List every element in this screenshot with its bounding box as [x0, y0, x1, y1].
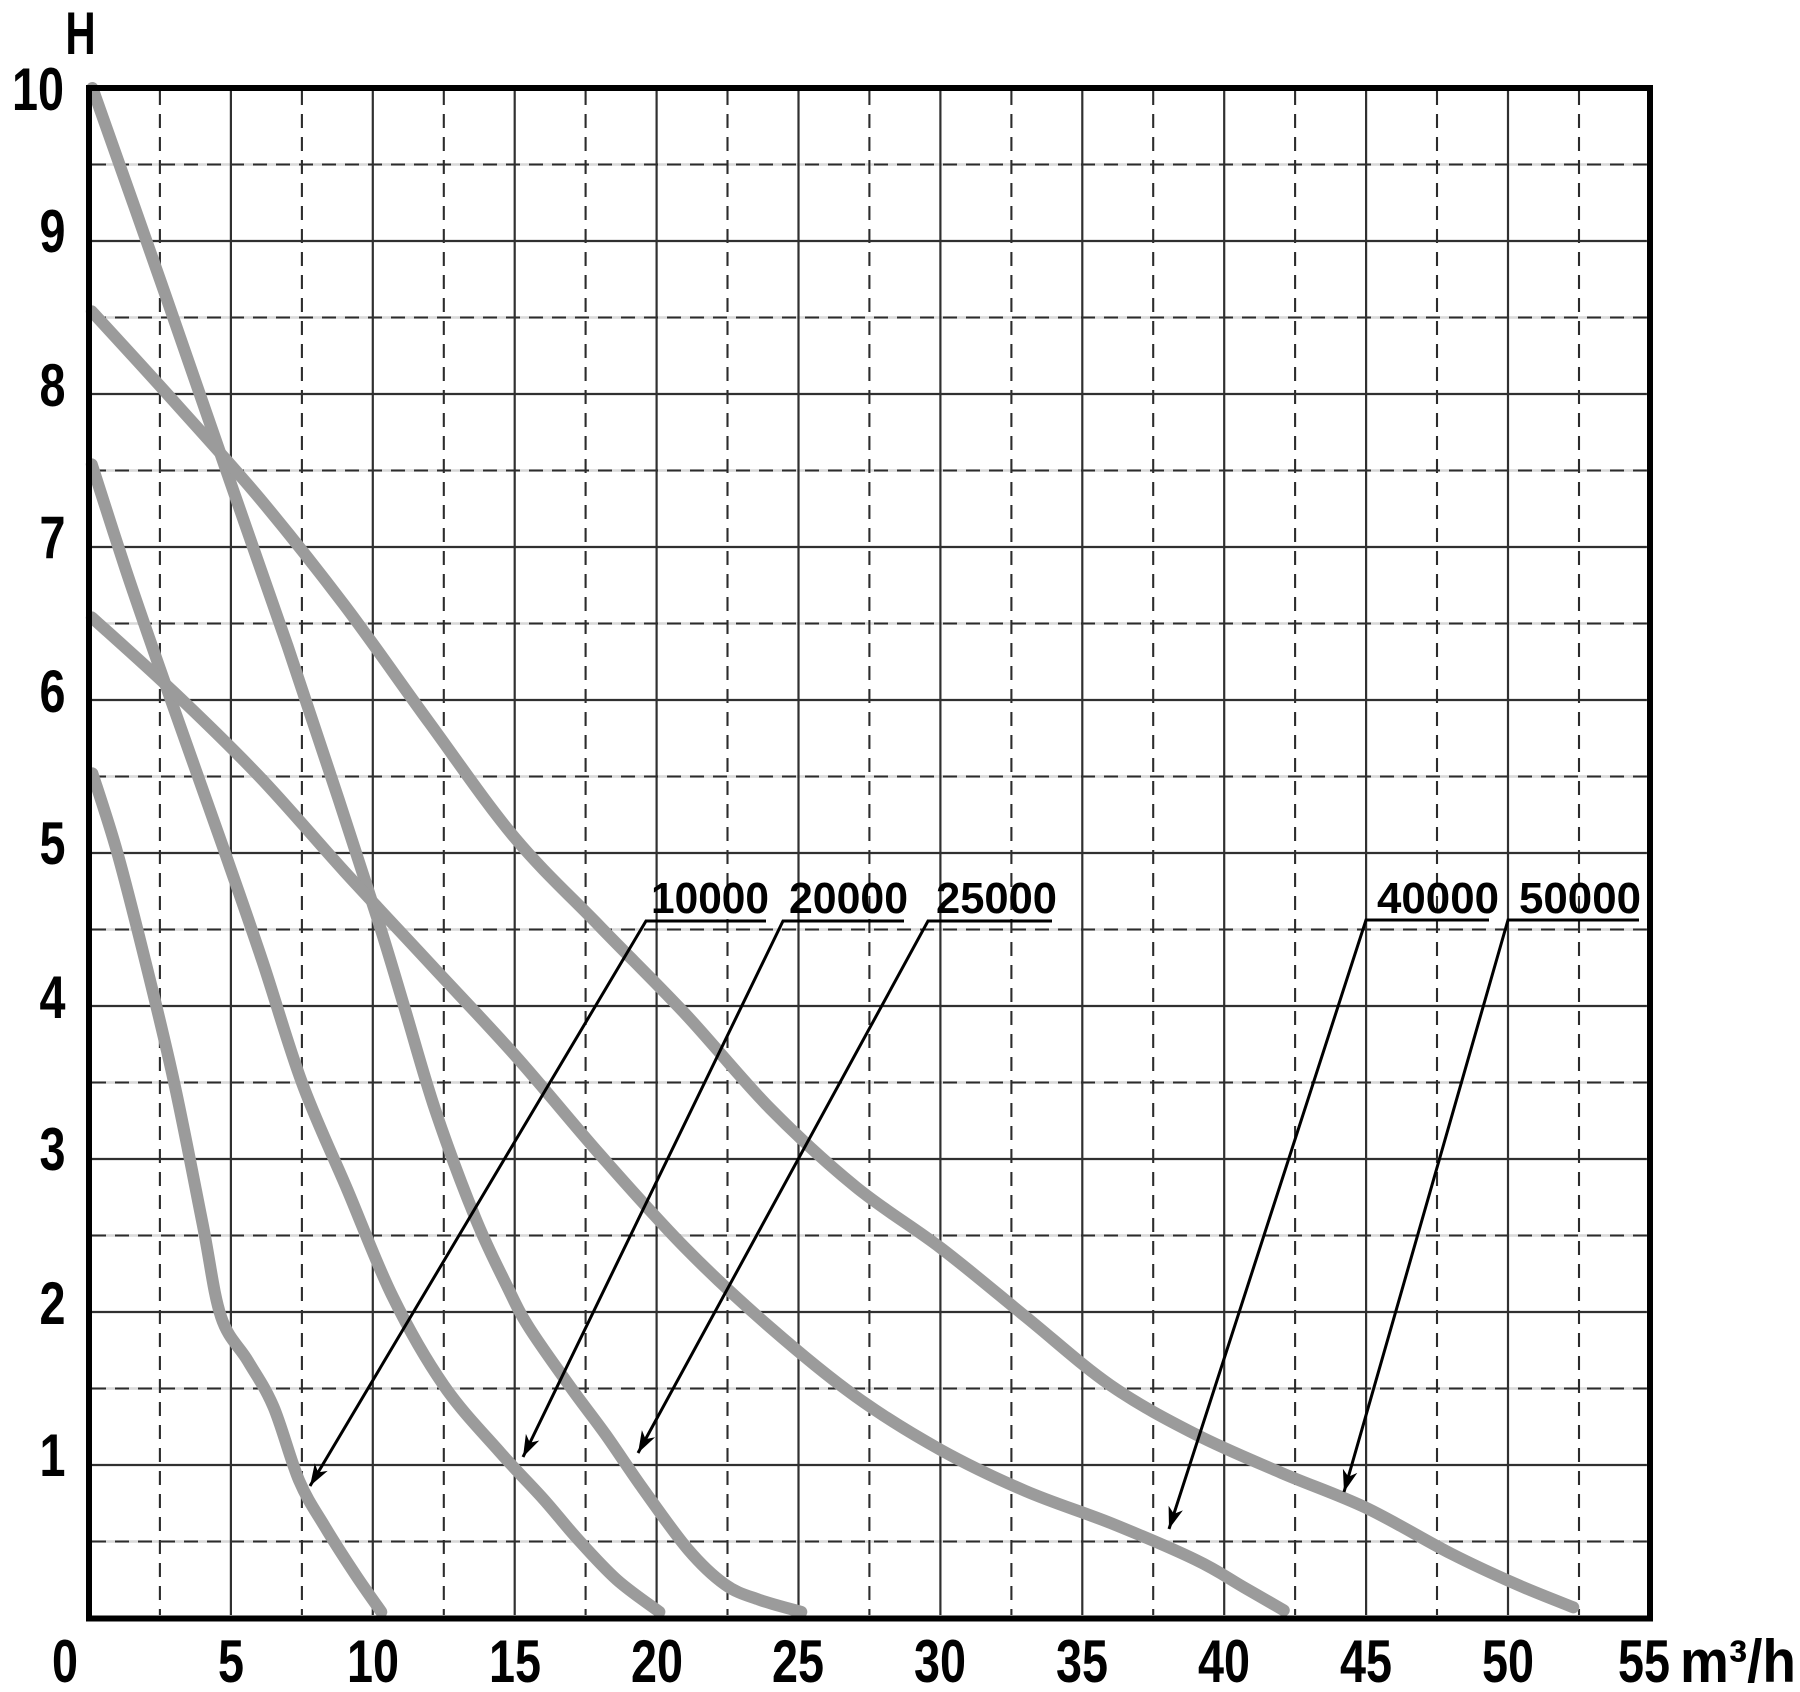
svg-text:3: 3	[40, 1116, 66, 1183]
svg-text:7: 7	[40, 504, 66, 571]
svg-text:40: 40	[1198, 1628, 1250, 1692]
svg-text:2: 2	[40, 1270, 66, 1337]
svg-text:5: 5	[40, 810, 66, 877]
svg-text:8: 8	[40, 352, 66, 419]
svg-text:10: 10	[12, 56, 64, 123]
svg-text:25000: 25000	[936, 874, 1057, 923]
svg-text:50000: 50000	[1519, 874, 1641, 923]
svg-text:50: 50	[1482, 1628, 1534, 1692]
svg-text:40000: 40000	[1377, 874, 1499, 923]
svg-text:35: 35	[1056, 1628, 1108, 1692]
svg-text:20000: 20000	[789, 874, 908, 923]
svg-text:1: 1	[40, 1422, 66, 1489]
svg-text:9: 9	[40, 198, 66, 265]
svg-text:10: 10	[347, 1628, 399, 1692]
svg-text:5: 5	[218, 1628, 244, 1692]
svg-text:30: 30	[914, 1628, 966, 1692]
svg-text:55: 55	[1618, 1628, 1670, 1692]
svg-text:10000: 10000	[651, 874, 769, 923]
svg-text:6: 6	[40, 658, 66, 725]
svg-text:45: 45	[1340, 1628, 1392, 1692]
svg-text:15: 15	[489, 1628, 541, 1692]
svg-text:m³/h: m³/h	[1680, 1628, 1796, 1692]
svg-text:20: 20	[631, 1628, 683, 1692]
svg-text:25: 25	[772, 1628, 824, 1692]
svg-text:4: 4	[40, 964, 66, 1031]
svg-text:0: 0	[52, 1628, 78, 1692]
svg-text:H: H	[65, 0, 95, 67]
